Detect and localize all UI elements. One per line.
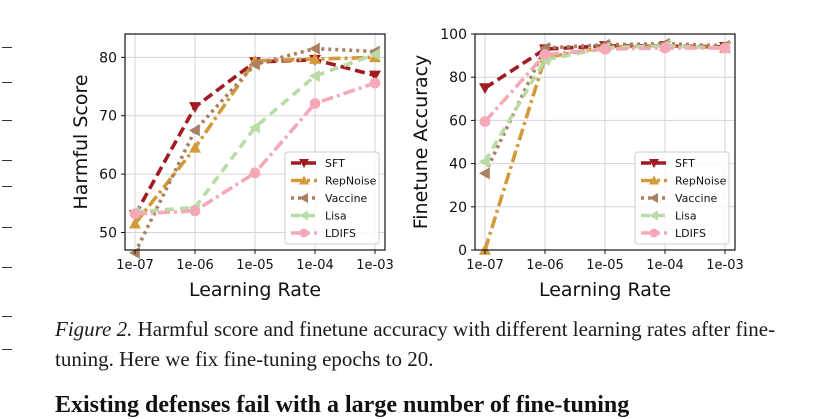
legend-label-sft: SFT bbox=[325, 157, 345, 170]
x-tick-label: 1e-04 bbox=[296, 258, 334, 273]
data-point-vaccine bbox=[309, 42, 320, 55]
x-tick-label: 1e-06 bbox=[526, 258, 564, 273]
data-point-ldifs bbox=[129, 208, 141, 220]
legend-swatch-marker bbox=[299, 228, 309, 238]
x-axis-label: Learning Rate bbox=[189, 279, 321, 300]
x-tick-label: 1e-07 bbox=[116, 258, 154, 273]
legend-label-vaccine: Vaccine bbox=[675, 192, 718, 205]
y-tick-label: 80 bbox=[99, 50, 117, 66]
legend-swatch-marker bbox=[299, 193, 308, 203]
y-tick-label: 20 bbox=[449, 200, 467, 216]
x-tick-label: 1e-03 bbox=[706, 258, 744, 273]
y-axis-label: Harmful Score bbox=[70, 74, 92, 209]
x-tick-label: 1e-03 bbox=[356, 258, 394, 273]
y-axis-label: Finetune Accuracy bbox=[410, 55, 432, 230]
legend-label-repnoise: RepNoise bbox=[325, 175, 377, 188]
figure-charts: 1e-07 1e-06 1e-05 1e-04 1e-03 50 60 70 80 Learnin… bbox=[70, 27, 744, 300]
legend-swatch-marker bbox=[649, 228, 659, 238]
data-point-sft bbox=[369, 70, 381, 82]
data-point-vaccine bbox=[189, 124, 200, 137]
y-tick-label: 40 bbox=[449, 157, 467, 173]
figure-caption: Figure 2. Harmful score and finetune acc… bbox=[55, 314, 795, 374]
section-heading-partial: Existing defenses fail with a large numb… bbox=[55, 392, 630, 418]
data-point-ldifs bbox=[249, 167, 261, 179]
legend-label-lisa: Lisa bbox=[675, 210, 697, 223]
data-point-lisa bbox=[249, 121, 260, 134]
data-point-ldifs bbox=[479, 116, 491, 127]
y-tick-label: 60 bbox=[99, 167, 117, 183]
data-point-ldifs bbox=[189, 205, 201, 217]
data-point-lisa bbox=[369, 48, 380, 61]
series-line-lisa bbox=[134, 52, 376, 214]
legend-swatch-marker bbox=[649, 175, 659, 185]
x-axis-label: Learning Rate bbox=[539, 279, 671, 300]
data-point-ldifs bbox=[719, 42, 731, 54]
y-tick-label: 50 bbox=[99, 225, 117, 241]
y-tick-label: 70 bbox=[99, 109, 117, 125]
legend-label-sft: SFT bbox=[675, 157, 695, 170]
legend-label-repnoise: RepNoise bbox=[675, 175, 727, 188]
legend-swatch-marker bbox=[299, 159, 309, 168]
x-tick-label: 1e-04 bbox=[646, 258, 684, 273]
data-point-lisa bbox=[479, 155, 490, 168]
series-line-ldifs bbox=[483, 46, 725, 123]
margin-line-marks bbox=[0, 0, 14, 407]
legend-swatch-marker bbox=[649, 193, 658, 203]
data-point-lisa bbox=[309, 70, 320, 83]
x-tick-label: 1e-05 bbox=[586, 258, 624, 273]
data-point-ldifs bbox=[539, 49, 551, 60]
data-point-sft bbox=[479, 83, 491, 94]
data-point-sft bbox=[189, 102, 201, 113]
data-point-ldifs bbox=[599, 43, 611, 55]
legend-box bbox=[634, 151, 730, 245]
data-point-ldifs bbox=[309, 98, 321, 109]
data-point-repnoise bbox=[309, 53, 321, 64]
y-tick-label: 100 bbox=[440, 27, 467, 43]
chart-1 bbox=[121, 33, 386, 259]
legend-swatch-marker bbox=[649, 159, 659, 168]
legend-label-vaccine: Vaccine bbox=[325, 192, 368, 205]
x-tick-label: 1e-07 bbox=[466, 258, 504, 273]
data-point-ldifs bbox=[659, 42, 671, 54]
legend-swatch-marker bbox=[299, 210, 308, 221]
chart-2 bbox=[471, 33, 736, 255]
data-point-vaccine bbox=[249, 58, 260, 71]
legend-swatch-marker bbox=[649, 210, 658, 221]
y-tick-label: 0 bbox=[458, 243, 467, 259]
data-point-repnoise bbox=[479, 244, 491, 255]
legend-label-ldifs: LDIFS bbox=[325, 227, 356, 240]
caption-text: Harmful score and finetune accuracy with… bbox=[55, 317, 776, 371]
y-tick-label: 80 bbox=[449, 70, 467, 86]
legend-label-ldifs: LDIFS bbox=[675, 227, 706, 240]
legend-swatch-marker bbox=[299, 175, 309, 185]
x-tick-label: 1e-05 bbox=[236, 258, 274, 273]
data-point-ldifs bbox=[369, 77, 381, 89]
legend-box bbox=[284, 151, 380, 245]
y-tick-label: 60 bbox=[449, 113, 467, 129]
legend-label-lisa: Lisa bbox=[325, 210, 347, 223]
caption-label: Figure 2. bbox=[55, 317, 133, 341]
data-point-vaccine bbox=[479, 167, 490, 180]
data-point-repnoise bbox=[189, 141, 201, 153]
x-tick-label: 1e-06 bbox=[176, 258, 214, 273]
data-point-repnoise bbox=[129, 217, 141, 229]
